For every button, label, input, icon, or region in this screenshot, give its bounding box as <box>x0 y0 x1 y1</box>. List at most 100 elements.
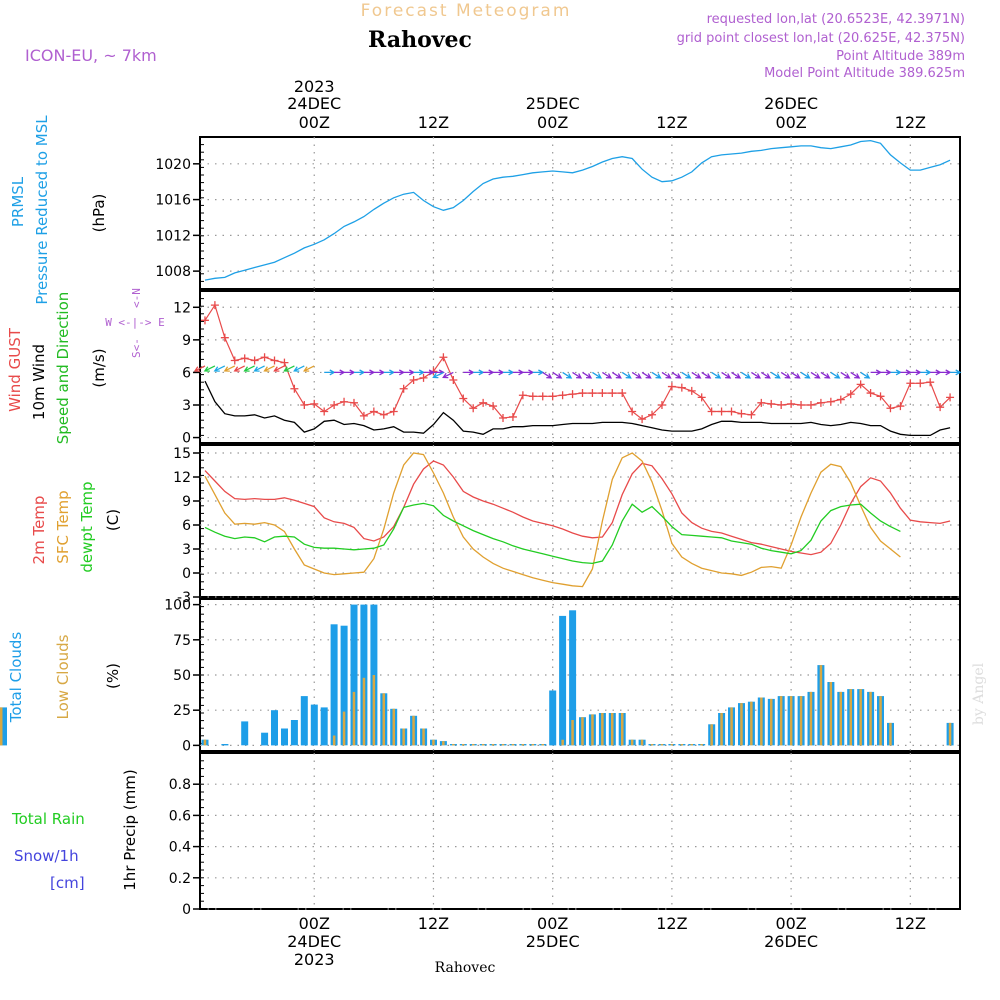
wind-direction-arrow <box>671 371 682 379</box>
wind-direction-arrow <box>780 371 791 379</box>
total-cloud-bar <box>559 615 567 746</box>
wind-direction-arrow <box>243 365 255 372</box>
wind-direction-arrow <box>393 369 406 376</box>
wind-direction-arrow <box>910 369 922 376</box>
gust-marker <box>230 356 239 365</box>
bottom-time-label: 00Z <box>775 914 806 933</box>
total-cloud-bar <box>310 704 318 746</box>
wind-direction-arrow <box>253 365 265 372</box>
low-cloud-bar <box>0 707 3 746</box>
pressure-ytick-label: 1012 <box>155 228 191 244</box>
low-cloud-bar <box>472 744 475 746</box>
low-cloud-bar <box>799 696 803 746</box>
location-title: Rahovec <box>368 27 472 53</box>
wind-direction-arrow <box>293 365 305 372</box>
gust-marker <box>499 414 508 423</box>
gust-marker <box>280 358 289 367</box>
total-cloud-bar <box>0 707 7 746</box>
gust-marker <box>270 356 279 365</box>
gust-marker <box>548 392 557 401</box>
gust-marker <box>876 392 885 401</box>
top-time-label: 12Z <box>895 113 926 132</box>
total-cloud-bar <box>221 744 229 746</box>
gust-marker <box>657 401 666 409</box>
gust-marker <box>697 393 706 402</box>
wind-direction-arrow <box>820 371 831 379</box>
gust-marker <box>250 356 259 365</box>
wind-direction-arrow <box>940 369 952 376</box>
top-time-label: 00Z <box>299 113 330 132</box>
gust-marker <box>946 393 955 402</box>
wind-direction-arrow <box>463 369 475 376</box>
gust-marker <box>687 386 696 395</box>
panels: 1008 1012 1016 1020 PRMSL Pressure Reduced to… <box>0 115 962 918</box>
wind-direction-arrow <box>473 369 485 376</box>
gust-marker <box>896 402 905 411</box>
gust-marker <box>459 394 468 403</box>
wind-direction-arrow <box>522 369 535 376</box>
watermark: by Angel <box>971 662 987 725</box>
gust-marker <box>677 383 686 392</box>
bottom-time-label: 00Z <box>537 914 568 933</box>
low-cloud-bar <box>581 717 584 746</box>
wind-direction-arrow <box>493 369 505 376</box>
wind-ytick-label: 9 <box>182 333 191 349</box>
gust-marker <box>926 378 935 387</box>
low-cloud-bar <box>392 708 395 746</box>
top-day-label: 25DEC <box>526 94 580 113</box>
wind-direction-arrow <box>193 365 206 372</box>
clouds-panel: 0 25 50 75 100 Total Clouds Low Clouds (%) <box>0 598 961 754</box>
wind-direction-arrow <box>611 371 622 379</box>
low-cloud-bar <box>521 744 525 746</box>
footer-location: Rahovec <box>435 960 496 976</box>
wind-direction-arrow <box>661 371 672 379</box>
top-time-label: 00Z <box>775 113 806 132</box>
wind-direction-arrow <box>233 365 245 372</box>
app-title: Forecast Meteogram <box>361 1 572 21</box>
wind-direction-arrow <box>552 371 563 379</box>
temperature-ytick-label: -3 <box>177 590 191 606</box>
wind-direction-arrow <box>572 371 583 379</box>
top-time-label: 12Z <box>418 113 449 132</box>
wind-direction-arrow <box>213 365 226 372</box>
gust-marker <box>767 399 776 408</box>
bottom-time-label: 12Z <box>656 914 687 933</box>
pressure-ylabel-short: PRMSL <box>9 176 27 227</box>
wind-direction-arrow <box>920 369 932 376</box>
grid-point-coords: grid point closest lon,lat (20.625E, 42.… <box>677 31 965 46</box>
gust-marker <box>747 410 756 419</box>
precip-ytick-label: 0.4 <box>169 840 191 856</box>
wind-ytick-label: 6 <box>182 365 191 381</box>
low-cloud-bar <box>601 713 604 746</box>
gust-marker <box>628 407 637 416</box>
wind-direction-arrow <box>631 371 642 379</box>
wind-direction-arrow <box>283 365 295 372</box>
low-cloud-bar <box>203 739 207 746</box>
top-time-label: 12Z <box>656 113 687 132</box>
pressure-line <box>204 139 951 281</box>
gust-marker <box>489 402 498 411</box>
low-cloud-bar <box>630 739 634 746</box>
low-cloud-bar <box>571 720 574 746</box>
wind-direction-arrow <box>800 371 811 379</box>
low-cloud-bar <box>561 739 564 746</box>
gust-marker <box>469 404 478 413</box>
gust-marker <box>737 409 746 418</box>
dewpt-temp-label: dewpt Temp <box>78 481 96 572</box>
clouds-ytick-label: 75 <box>173 633 191 649</box>
bottom-day-label: 25DEC <box>526 932 580 951</box>
low-cloud-bar <box>531 744 535 746</box>
gust-marker <box>290 384 299 393</box>
gust-marker <box>538 392 547 401</box>
low-cloud-bar <box>849 689 852 746</box>
gust-marker <box>588 389 597 398</box>
pressure-unit: (hPa) <box>90 194 108 233</box>
low-cloud-bar <box>720 713 723 746</box>
temperature-ytick-label: 0 <box>182 566 191 582</box>
rain-legend: Total Rain <box>11 810 85 828</box>
wind-direction-arrow <box>223 365 236 372</box>
gust-marker <box>389 407 398 416</box>
low-cloud-bar <box>859 689 862 746</box>
wind-direction-arrow <box>532 369 545 376</box>
gust-marker <box>568 390 577 399</box>
